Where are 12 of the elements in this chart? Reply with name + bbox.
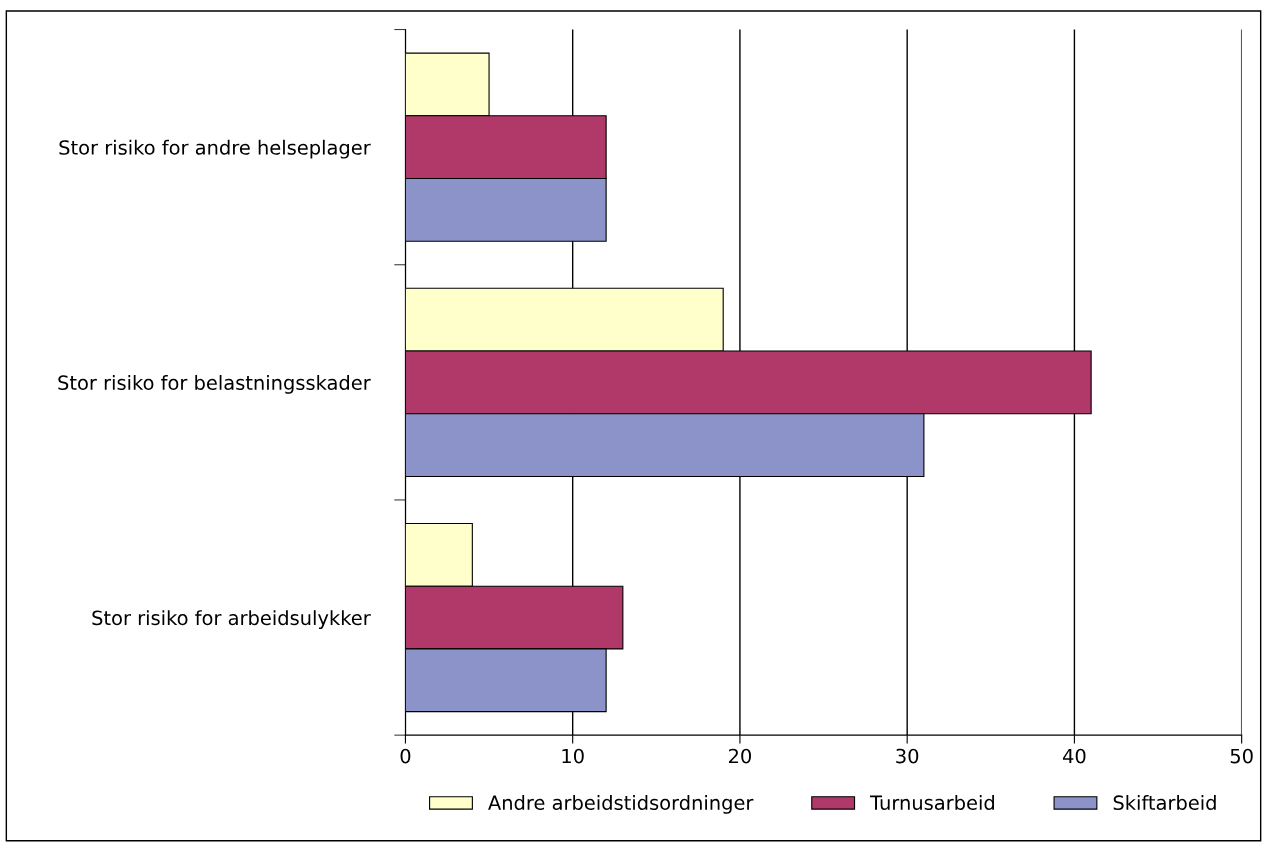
x-tick-label: 40 <box>1063 748 1086 764</box>
legend-label: Andre arbeidstidsordninger <box>488 794 754 814</box>
x-tick-label: 30 <box>896 748 919 764</box>
y-tick-label: Stor risiko for belastningsskader <box>58 374 371 394</box>
x-tick-label: 50 <box>1230 748 1253 764</box>
x-tick-label: 10 <box>562 748 584 764</box>
legend-label: Skiftarbeid <box>1113 794 1216 811</box>
legend-label: Turnusarbeid <box>870 794 994 811</box>
y-tick-label: Stor risiko for andre helseplager <box>59 139 371 159</box>
x-tick-label: 20 <box>728 748 752 764</box>
x-tick-label: 0 <box>400 748 411 764</box>
y-tick-label: Stor risiko for arbeidsulykker <box>92 610 371 629</box>
